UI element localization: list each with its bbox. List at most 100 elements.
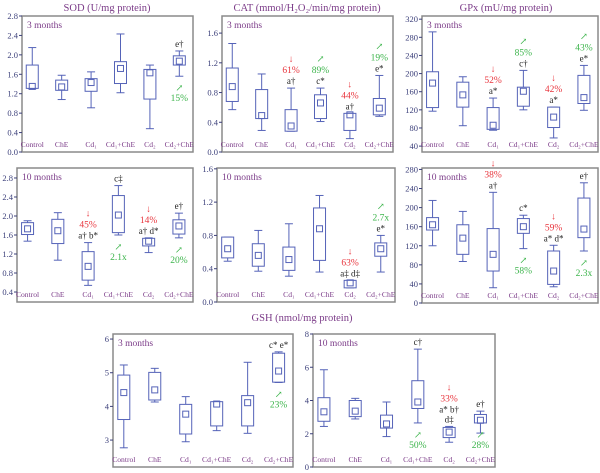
y-tick-label: 0 — [305, 462, 309, 472]
box-5 — [372, 74, 386, 117]
box-4 — [343, 111, 357, 140]
cat-title: CAT (mmol/H₂O₂/min/mg protein) — [233, 3, 381, 14]
y-tick-label: 120 — [405, 105, 418, 115]
box-2 — [486, 191, 500, 289]
percent-change-label: 2.7x — [372, 213, 389, 223]
y-tick-label: 1.6 — [7, 69, 18, 79]
box-1 — [255, 73, 269, 131]
category-label: Cd₂ — [548, 140, 560, 149]
category-label: Control — [112, 455, 135, 464]
box-2 — [486, 97, 500, 131]
iqr-box — [411, 380, 425, 409]
category-label: Cd₂+ChE — [165, 140, 195, 149]
box-0 — [426, 199, 440, 247]
category-label: ChE — [255, 140, 269, 149]
mean-marker — [375, 104, 383, 112]
mean-marker — [244, 399, 252, 407]
plot-frame — [16, 167, 194, 303]
percent-change-label: 44% — [341, 91, 359, 101]
box-3 — [113, 33, 127, 94]
mean-marker — [377, 245, 385, 253]
percent-change-label: 2.3x — [576, 269, 593, 279]
category-label: Cd₁+ChE — [509, 291, 539, 300]
iqr-box — [456, 224, 470, 255]
category-label: Control — [421, 291, 444, 300]
significance-label: e* — [580, 53, 589, 63]
panel-label: 10 months — [222, 173, 262, 183]
mean-marker — [28, 82, 36, 90]
y-tick-label: 1.2 — [202, 197, 213, 207]
increase-arrow-icon: ↗ — [414, 431, 422, 441]
category-label: ChE — [456, 291, 470, 300]
mean-marker — [87, 79, 95, 87]
decrease-arrow-icon: ↓ — [146, 205, 151, 215]
category-label: Cd₁ — [487, 140, 499, 149]
y-tick-label: 0.4 — [202, 264, 213, 274]
y-tick-label: 2.0 — [7, 50, 18, 60]
box-4 — [343, 279, 357, 289]
y-tick-label: 0.8 — [207, 88, 218, 98]
mean-marker — [550, 113, 558, 121]
iqr-box — [172, 55, 186, 66]
category-label: Cd₂ — [144, 140, 156, 149]
y-tick-label: 2.8 — [7, 11, 18, 21]
iqr-box — [84, 78, 98, 92]
iqr-box — [221, 236, 235, 259]
mean-marker — [383, 420, 391, 428]
panel-gpx-3-months: 40 80 120 160 200 240 280 320 3 months Control ChE… — [405, 14, 599, 153]
mean-marker — [114, 211, 122, 219]
category-label: Control — [216, 290, 239, 299]
category-label: Cd₁ — [487, 291, 499, 300]
mean-marker — [120, 389, 128, 397]
box-5 — [473, 410, 487, 434]
decrease-arrow-icon: ↓ — [86, 210, 91, 220]
iqr-box — [251, 243, 265, 267]
panel-gsh-3-months: 3 4 5 6 3 months Control ChE Cd₁ Cd₁+ChE Cd₂ Cd₂+C… — [105, 333, 294, 468]
category-label: Cd₁ — [82, 290, 94, 299]
box-0 — [221, 236, 235, 262]
mean-marker — [84, 262, 92, 270]
y-tick-label: 3 — [105, 435, 109, 445]
mean-marker — [182, 410, 190, 418]
y-tick-label: 120 — [405, 241, 418, 251]
significance-label: c* — [316, 76, 325, 86]
mean-marker — [459, 234, 467, 242]
category-label: Cd₂ — [443, 455, 455, 464]
y-tick-label: 2 — [305, 429, 309, 439]
panel-label: 3 months — [427, 21, 462, 31]
y-tick-label: 0.4 — [7, 128, 18, 138]
increase-arrow-icon: ↗ — [580, 32, 588, 42]
category-label: ChE — [51, 290, 65, 299]
panel-gpx-10-months: 0 40 80 120 160 200 240 280 10 months Control ChE C… — [405, 159, 599, 308]
significance-label: a* — [549, 95, 558, 105]
box-3 — [210, 400, 224, 432]
y-tick-label: 6 — [305, 362, 309, 372]
decrease-arrow-icon: ↓ — [551, 212, 556, 222]
category-label: Cd₂+ChE — [569, 291, 599, 300]
iqr-box — [148, 371, 162, 401]
increase-arrow-icon: ↗ — [175, 84, 183, 94]
percent-change-label: 15% — [171, 94, 189, 104]
y-tick-label: 8 — [305, 329, 309, 339]
y-tick-label: 80 — [410, 123, 419, 133]
iqr-box — [179, 403, 193, 435]
y-tick-label: 280 — [405, 164, 418, 174]
mean-marker — [146, 69, 154, 77]
iqr-box — [313, 94, 327, 120]
box-1 — [51, 212, 65, 261]
mean-marker — [489, 250, 497, 258]
mean-marker — [316, 99, 324, 107]
increase-arrow-icon: ↗ — [114, 243, 122, 253]
box-2 — [81, 242, 95, 286]
percent-change-label: 38% — [484, 170, 502, 180]
y-tick-label: 0.4 — [207, 117, 218, 127]
significance-label: c* e* — [269, 340, 289, 350]
category-label: Cd₂+ChE — [466, 455, 496, 464]
decrease-arrow-icon: ↓ — [491, 65, 496, 75]
y-tick-label: 160 — [405, 222, 418, 232]
y-tick-label: 40 — [410, 141, 419, 151]
iqr-box — [117, 374, 131, 421]
category-label: ChE — [456, 140, 470, 149]
plot-frame — [421, 167, 599, 304]
box-5 — [172, 50, 186, 77]
